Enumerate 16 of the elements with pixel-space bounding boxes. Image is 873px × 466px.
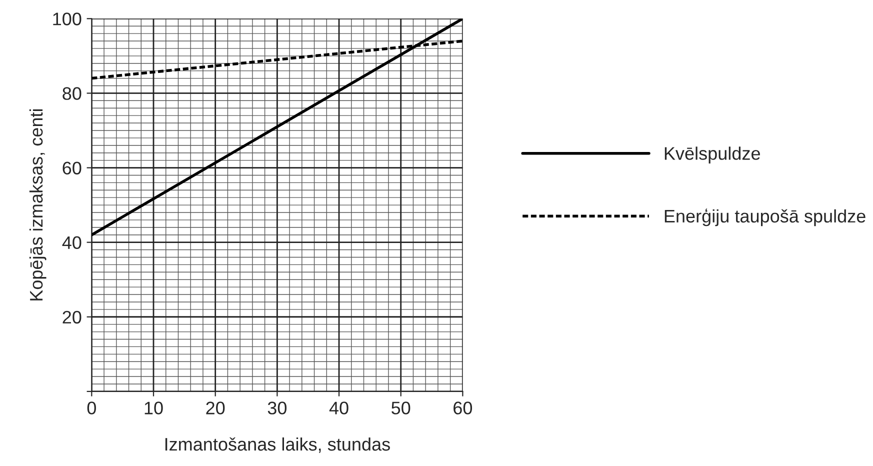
x-tick-label: 30	[268, 402, 287, 414]
y-axis-title: Kopējās izmaksas, centi	[29, 109, 46, 300]
y-tick-label: 40	[62, 236, 82, 250]
y-tick-label: 100	[53, 12, 82, 26]
text: Kvēlspuldze	[664, 146, 760, 164]
x-tick-label: 60	[454, 402, 472, 414]
x-tick-label: 10	[144, 402, 163, 414]
y-tick-label: 80	[62, 87, 82, 100]
x-tick-label: 20	[206, 402, 225, 414]
y-tick-label: 60	[62, 162, 82, 174]
y-tick-label: 20	[62, 310, 82, 324]
text: Enerģiju taupošā spuldze	[664, 208, 866, 226]
x-tick-label: 0	[87, 402, 96, 414]
x-tick-label: 50	[392, 402, 410, 414]
x-axis-title: Izmantošanas laiks, stundas	[165, 437, 390, 453]
x-tick-label: 40	[329, 402, 348, 414]
